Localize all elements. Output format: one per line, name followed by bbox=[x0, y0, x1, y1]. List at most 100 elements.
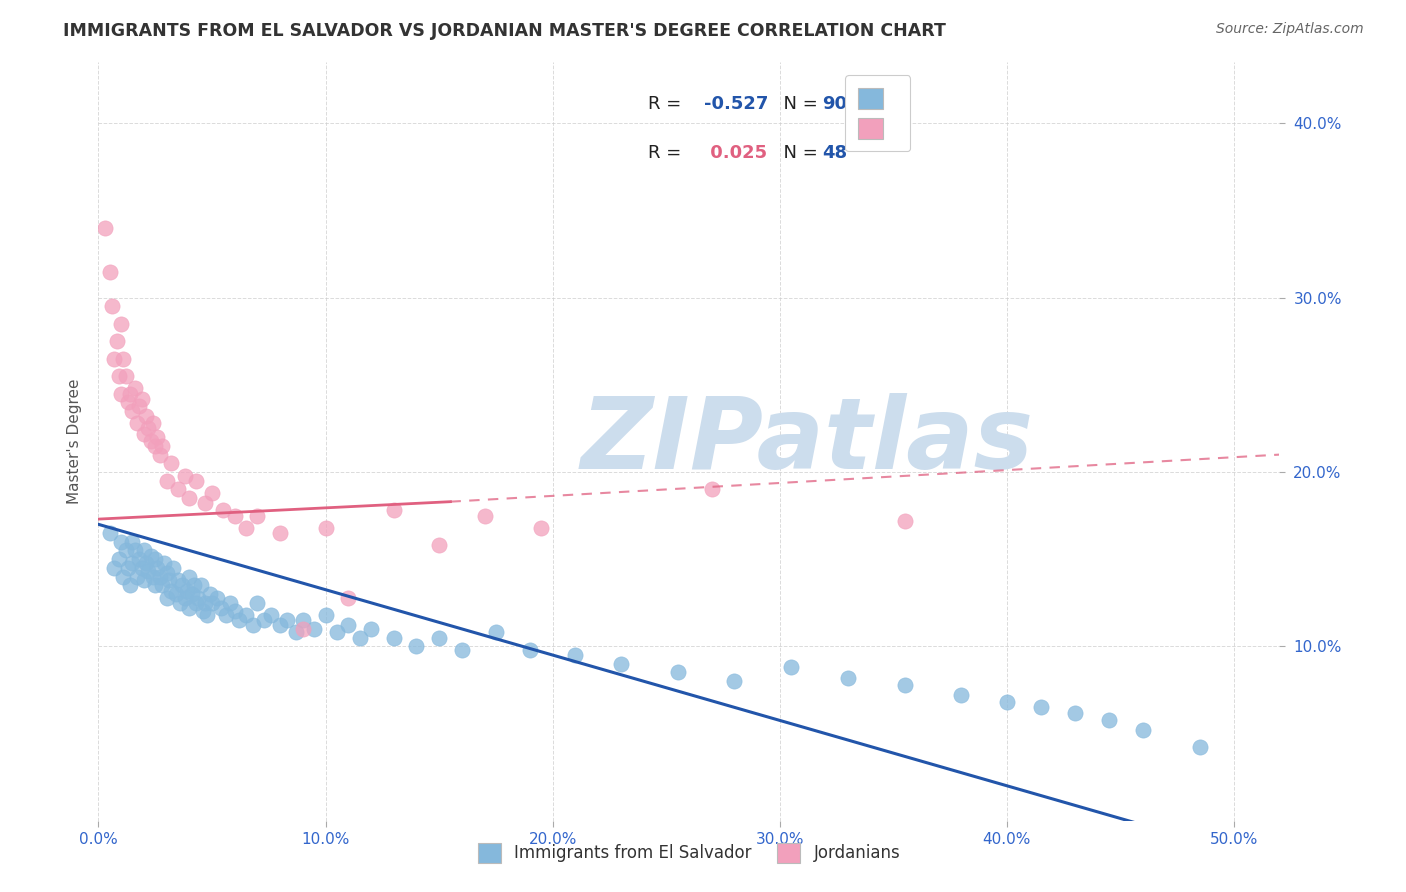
Text: IMMIGRANTS FROM EL SALVADOR VS JORDANIAN MASTER'S DEGREE CORRELATION CHART: IMMIGRANTS FROM EL SALVADOR VS JORDANIAN… bbox=[63, 22, 946, 40]
Point bbox=[179, 491, 201, 506]
Point bbox=[120, 578, 142, 592]
Point bbox=[128, 552, 150, 566]
Point bbox=[138, 421, 160, 435]
Point bbox=[121, 404, 143, 418]
Point bbox=[242, 618, 264, 632]
Point bbox=[893, 514, 915, 528]
Point bbox=[117, 395, 139, 409]
Point bbox=[723, 674, 745, 689]
Point bbox=[103, 351, 125, 366]
Point bbox=[1098, 713, 1121, 727]
Point bbox=[427, 538, 450, 552]
Point bbox=[138, 565, 160, 579]
Point bbox=[269, 618, 291, 632]
Point bbox=[235, 521, 257, 535]
Point bbox=[666, 665, 689, 680]
Text: Source: ZipAtlas.com: Source: ZipAtlas.com bbox=[1216, 22, 1364, 37]
Text: 90: 90 bbox=[823, 95, 848, 113]
Point bbox=[780, 660, 803, 674]
Text: R =: R = bbox=[648, 145, 686, 162]
Point bbox=[285, 625, 308, 640]
Point bbox=[173, 591, 195, 605]
Point bbox=[269, 526, 291, 541]
Point bbox=[228, 613, 250, 627]
Point bbox=[260, 607, 283, 622]
Point bbox=[382, 503, 405, 517]
Text: N =: N = bbox=[772, 95, 823, 113]
Point bbox=[160, 456, 183, 470]
Text: -0.527: -0.527 bbox=[704, 95, 769, 113]
Point bbox=[103, 561, 125, 575]
Point bbox=[149, 448, 172, 462]
Point bbox=[326, 625, 349, 640]
Point bbox=[315, 607, 337, 622]
Point bbox=[530, 521, 553, 535]
Point bbox=[108, 552, 131, 566]
Point bbox=[98, 526, 121, 541]
Point bbox=[837, 671, 859, 685]
Point bbox=[131, 561, 153, 575]
Point bbox=[121, 556, 143, 570]
Point bbox=[302, 622, 325, 636]
Point bbox=[143, 552, 166, 566]
Point bbox=[105, 334, 128, 349]
Point bbox=[132, 543, 155, 558]
Point bbox=[101, 300, 124, 314]
Point bbox=[112, 351, 135, 366]
Point bbox=[209, 601, 232, 615]
Point bbox=[110, 317, 132, 331]
Point bbox=[142, 569, 165, 583]
Point bbox=[219, 596, 242, 610]
Point bbox=[184, 474, 207, 488]
Point bbox=[114, 369, 136, 384]
Point bbox=[112, 569, 135, 583]
Point bbox=[276, 613, 298, 627]
Point bbox=[194, 496, 217, 510]
Point bbox=[165, 587, 187, 601]
Point bbox=[349, 631, 371, 645]
Point bbox=[180, 587, 202, 601]
Point bbox=[172, 578, 194, 592]
Point bbox=[157, 573, 180, 587]
Point bbox=[155, 591, 177, 605]
Text: ZIPatlas: ZIPatlas bbox=[581, 393, 1033, 490]
Point bbox=[110, 534, 132, 549]
Point bbox=[564, 648, 586, 662]
Point bbox=[427, 631, 450, 645]
Point bbox=[142, 416, 165, 430]
Point bbox=[995, 695, 1018, 709]
Point bbox=[128, 399, 150, 413]
Point bbox=[485, 625, 508, 640]
Point bbox=[212, 503, 235, 517]
Point bbox=[167, 573, 190, 587]
Point bbox=[205, 591, 228, 605]
Point bbox=[131, 392, 153, 406]
Point bbox=[184, 596, 207, 610]
Point bbox=[162, 561, 184, 575]
Point bbox=[405, 640, 427, 654]
Point bbox=[124, 381, 146, 395]
Point bbox=[167, 483, 190, 497]
Point bbox=[382, 631, 405, 645]
Point bbox=[291, 613, 314, 627]
Point bbox=[108, 369, 131, 384]
Point bbox=[173, 468, 195, 483]
Y-axis label: Master's Degree: Master's Degree bbox=[67, 379, 83, 504]
Point bbox=[139, 434, 162, 448]
Point bbox=[114, 543, 136, 558]
Point bbox=[120, 386, 142, 401]
Point bbox=[149, 569, 172, 583]
Point bbox=[235, 607, 257, 622]
Point bbox=[194, 596, 217, 610]
Point bbox=[224, 508, 246, 523]
Point bbox=[153, 556, 176, 570]
Point bbox=[224, 605, 246, 619]
Point bbox=[110, 386, 132, 401]
Point bbox=[197, 607, 219, 622]
Point bbox=[1064, 706, 1087, 720]
Point bbox=[132, 573, 155, 587]
Text: R =: R = bbox=[648, 95, 686, 113]
Point bbox=[125, 416, 148, 430]
Point bbox=[198, 587, 221, 601]
Point bbox=[1132, 723, 1154, 737]
